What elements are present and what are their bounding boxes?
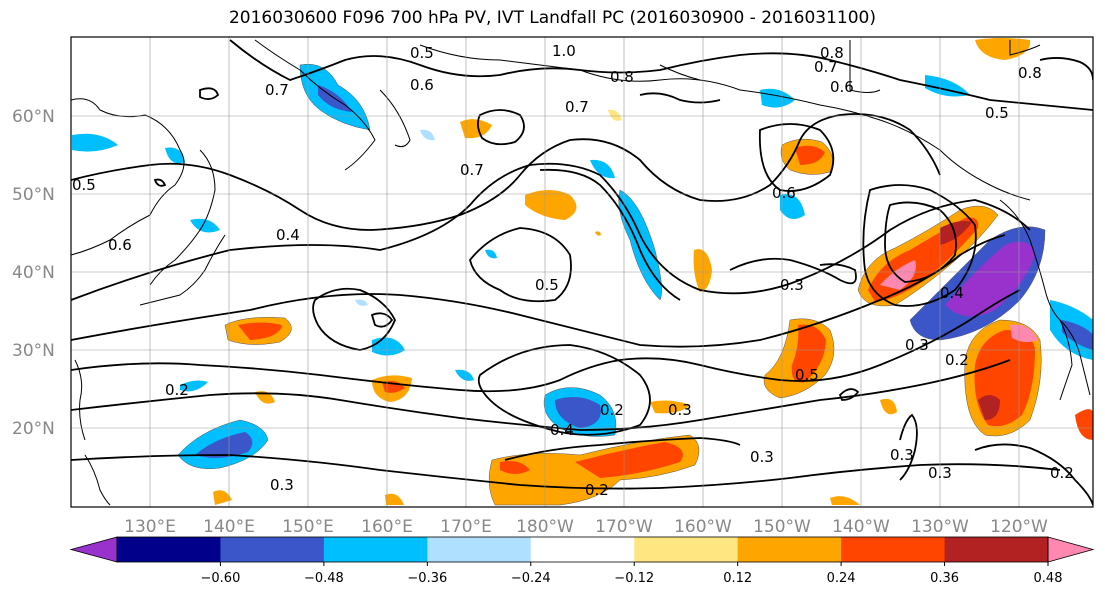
colorbar-tick-label: 0.36 — [930, 571, 959, 586]
lon-label: 160°W — [674, 517, 732, 537]
colorbar-segment — [634, 537, 739, 562]
colorbar-tick-label: 0.24 — [827, 571, 856, 586]
contour-label: 0.3 — [270, 476, 294, 494]
contour-label: 0.5 — [535, 276, 559, 294]
contour-label: 0.4 — [276, 226, 300, 244]
plot-frame — [70, 36, 1094, 508]
contour-label: 0.3 — [750, 448, 774, 466]
lon-label: 130°W — [911, 517, 969, 537]
colorbar-tick-label: −0.48 — [304, 571, 344, 586]
colorbar-tick-label: −0.60 — [201, 571, 241, 586]
colorbar-extend-low — [69, 536, 118, 563]
contour-label: 0.4 — [550, 421, 574, 439]
graticule — [71, 37, 1093, 507]
lat-label-50n: 50°N — [12, 185, 55, 205]
contour-label: 0.7 — [460, 161, 484, 179]
lon-label: 120°W — [990, 517, 1048, 537]
colorbar-segment — [737, 537, 842, 562]
contour-label: 0.5 — [410, 44, 434, 62]
lat-label-40n: 40°N — [12, 263, 55, 283]
lat-label-20n: 20°N — [12, 419, 55, 439]
lat-label-60n: 60°N — [12, 107, 55, 127]
colorbar-tick-label: −0.36 — [407, 571, 447, 586]
colorbar-segment — [117, 537, 221, 562]
contour-label: 0.5 — [985, 104, 1009, 122]
lon-label: 170°W — [595, 517, 653, 537]
lon-label: 140°W — [832, 517, 890, 537]
latitude-labels: 60°N 50°N 40°N 30°N 20°N — [12, 107, 55, 439]
colorbar-segment — [944, 537, 1049, 562]
contour-label: 0.8 — [1018, 64, 1042, 82]
lat-label-30n: 30°N — [12, 341, 55, 361]
contour-label: 0.6 — [772, 184, 796, 202]
contour-label: 0.4 — [940, 284, 964, 302]
contour-label: 0.3 — [928, 464, 952, 482]
contour-label: 0.2 — [1050, 464, 1074, 482]
contour-labels: 0.5 1.0 0.8 0.7 0.6 0.7 0.8 0.8 0.7 0.6 … — [72, 42, 1074, 499]
colorbar-frame — [116, 536, 1049, 563]
map-title: 2016030600 F096 700 hPa PV, IVT Landfall… — [228, 8, 876, 28]
colorbar-segment — [427, 537, 532, 562]
lon-label: 170°E — [440, 517, 492, 537]
contour-label: 0.2 — [600, 401, 624, 419]
lon-label: 150°E — [282, 517, 334, 537]
contour-label: 1.0 — [552, 42, 576, 60]
colorbar-segment — [220, 537, 325, 562]
colorbar: −0.60 −0.48 −0.36 −0.24 −0.12 0.12 0.24 0.36 0.4… — [69, 536, 1095, 586]
longitude-labels: 130°E 140°E 150°E 160°E 170°E 180°W 170°… — [124, 517, 1048, 537]
colorbar-extend-high — [1047, 536, 1095, 563]
colorbar-segment — [841, 537, 946, 562]
contour-label: 0.2 — [945, 351, 969, 369]
lon-label: 130°E — [124, 517, 176, 537]
contour-label: 0.8 — [820, 44, 844, 62]
colorbar-tick-label: −0.24 — [511, 571, 551, 586]
lon-label: 160°E — [361, 517, 413, 537]
coastlines — [71, 39, 1091, 506]
contour-label: 0.8 — [610, 68, 634, 86]
colorbar-segment — [323, 537, 428, 562]
contour-label: 0.5 — [72, 176, 96, 194]
contour-label: 0.6 — [410, 76, 434, 94]
colorbar-segment — [530, 537, 635, 562]
contour-label: 0.5 — [795, 366, 819, 384]
colorbar-tick-label: −0.12 — [614, 571, 654, 586]
contour-label: 0.6 — [830, 78, 854, 96]
contour-label: 0.3 — [890, 446, 914, 464]
contour-label: 0.3 — [905, 336, 929, 354]
contour-label: 0.7 — [565, 98, 589, 116]
colorbar-tick-label: 0.48 — [1034, 571, 1063, 586]
colorbar-tick-label: 0.12 — [723, 571, 752, 586]
contour-label: 0.2 — [585, 481, 609, 499]
pv-contours — [71, 39, 1093, 506]
lon-label: 150°W — [753, 517, 811, 537]
lon-label: 180°W — [516, 517, 574, 537]
contour-label: 0.7 — [814, 58, 838, 76]
contour-label: 0.7 — [265, 81, 289, 99]
contour-label: 0.2 — [165, 381, 189, 399]
shaded-anomalies — [72, 63, 1093, 469]
contour-label: 0.3 — [780, 276, 804, 294]
contour-label: 0.3 — [668, 401, 692, 419]
contour-label: 0.6 — [108, 236, 132, 254]
lon-label: 140°E — [203, 517, 255, 537]
